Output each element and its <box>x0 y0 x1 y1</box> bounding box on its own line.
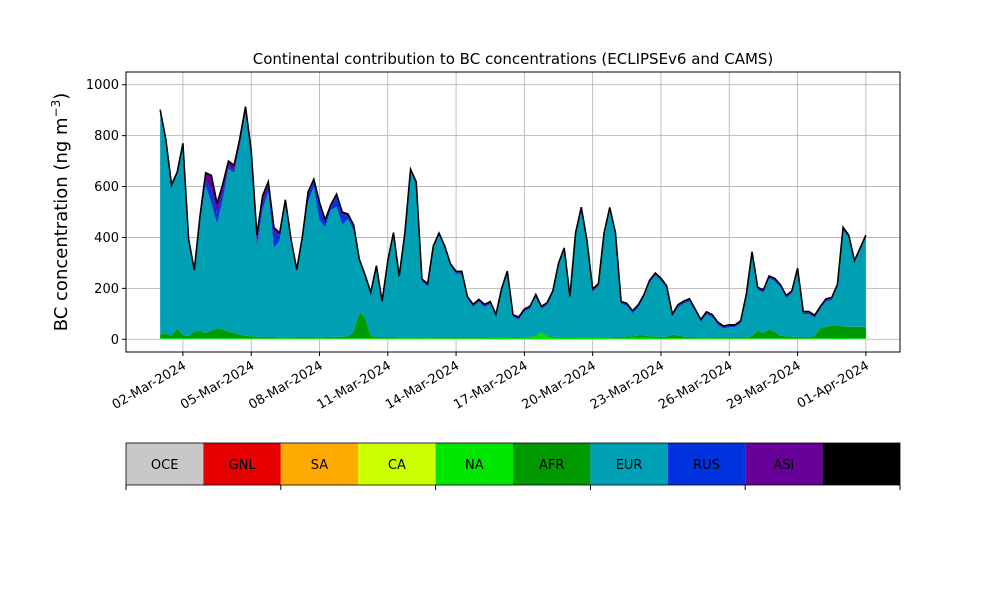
x-tick-label: 17-Mar-2024 <box>451 358 530 412</box>
y-axis-label-main: BC concentration (ng m <box>51 117 72 331</box>
legend-swatch-gnl <box>203 443 281 485</box>
legend-swatch-sa <box>280 443 359 485</box>
y-axis-label: BC concentration (ng m−3) <box>49 93 72 332</box>
legend-label-ca: CA <box>388 458 406 473</box>
x-tick-label: 26-Mar-2024 <box>656 358 735 412</box>
chart-title: Continental contribution to BC concentra… <box>253 50 774 68</box>
area-afr <box>160 312 866 339</box>
legend-swatch-na <box>435 443 513 485</box>
legend-label-rus: RUS <box>693 458 720 473</box>
total-concentration-line <box>159 106 867 327</box>
legend-swatch-rus <box>667 443 746 485</box>
legend-label-aus: AUS <box>848 458 875 473</box>
legend-swatch-afr <box>513 443 591 485</box>
y-tick-label: 0 <box>111 333 119 348</box>
plot-frame <box>125 71 901 353</box>
x-tick-label: 08-Mar-2024 <box>246 358 325 412</box>
legend-swatch-oce <box>126 443 204 485</box>
legend-swatch-eur <box>590 443 668 485</box>
x-tick-label: 23-Mar-2024 <box>588 358 667 412</box>
legend-label-afr: AFR <box>539 458 564 473</box>
x-tick-label: 01-Apr-2024 <box>795 358 872 411</box>
y-tick-label: 400 <box>94 231 119 246</box>
legend-swatch-ca <box>358 443 436 485</box>
y-tick-label: 800 <box>94 129 119 144</box>
legend-swatch-asi <box>745 443 823 485</box>
x-tick-label: 11-Mar-2024 <box>315 358 394 412</box>
legend-label-asi: ASI <box>773 458 794 473</box>
total-line-layer <box>159 106 867 327</box>
x-tick-label: 20-Mar-2024 <box>520 358 599 412</box>
x-tick-label: 14-Mar-2024 <box>383 358 462 412</box>
y-tick-label: 600 <box>94 180 119 195</box>
y-axis-label-sup: −3 <box>49 100 63 118</box>
y-tick-label: 1000 <box>86 78 119 93</box>
legend-swatch-aus <box>822 443 900 485</box>
legend-label-na: NA <box>465 458 484 473</box>
legend-colorbar: OCE GNL SA CA NA AFR EUR RUS ASI AUS <box>125 442 901 490</box>
legend-frame <box>125 442 901 486</box>
stacked-areas <box>160 106 866 340</box>
x-tick-label: 02-Mar-2024 <box>110 358 189 412</box>
legend-label-gnl: GNL <box>229 458 257 473</box>
area-na <box>160 332 866 340</box>
y-axis: 0 200 400 600 800 1000 <box>86 78 126 348</box>
area-eur <box>160 112 866 338</box>
y-tick-label: 200 <box>94 282 119 297</box>
x-tick-label: 29-Mar-2024 <box>724 358 803 412</box>
x-axis: 02-Mar-202405-Mar-202408-Mar-202411-Mar-… <box>110 352 872 413</box>
x-tick-label: 05-Mar-2024 <box>178 358 257 412</box>
legend-label-eur: EUR <box>616 458 643 473</box>
legend-label-oce: OCE <box>151 458 179 473</box>
legend-label-sa: SA <box>311 458 328 473</box>
y-axis-label-tail: ) <box>51 93 72 100</box>
